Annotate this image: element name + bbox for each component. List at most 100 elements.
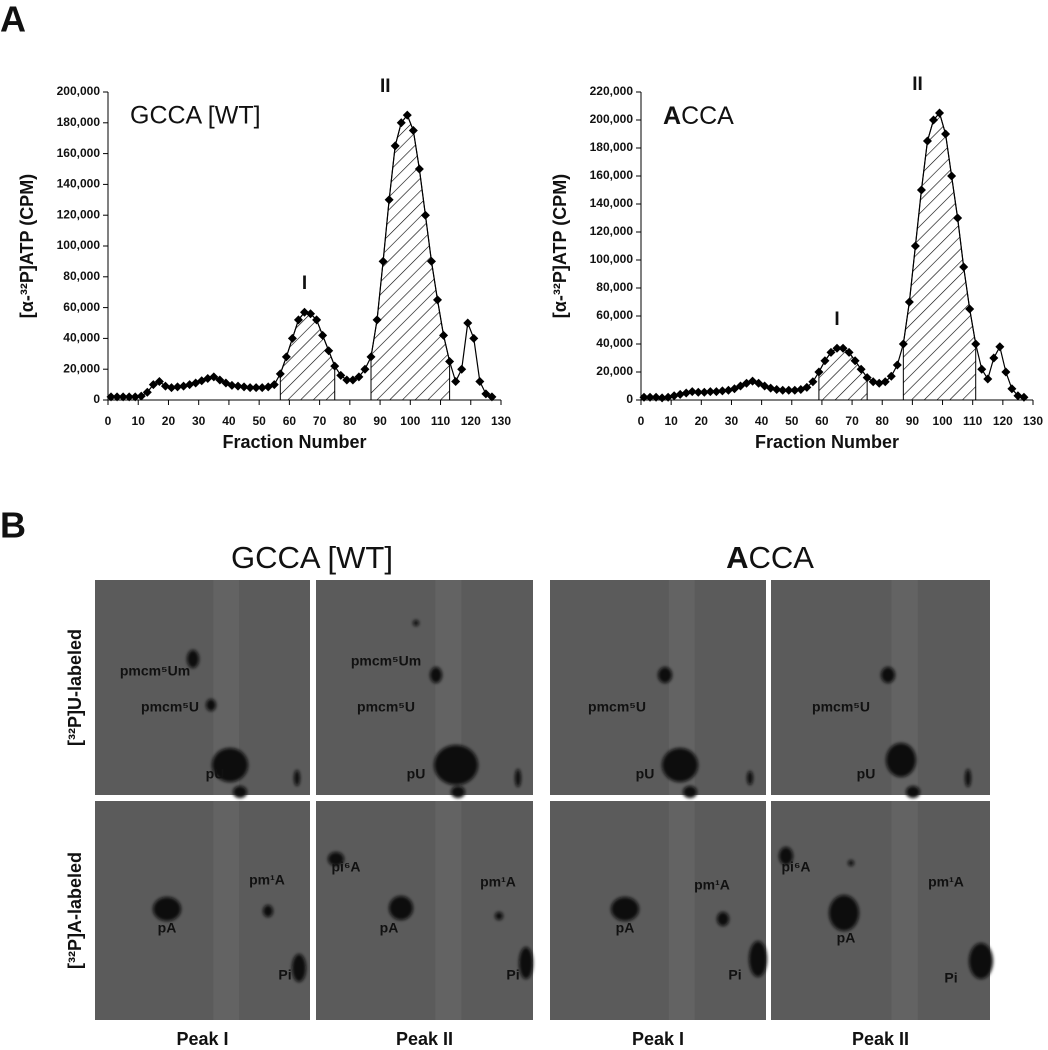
data-point [112,392,122,402]
column-label: Peak II [396,1029,453,1049]
spot-label: pmcm⁵U [588,699,646,715]
gel-spot [206,699,216,711]
data-point [203,373,213,383]
gel-background [550,801,766,1020]
data-point [766,383,776,393]
data-point [330,361,340,371]
peak-label: II [380,76,391,97]
shaded-region [818,347,868,401]
data-point [408,126,418,135]
data-point [995,342,1005,352]
spot-label: Pi [278,967,291,983]
spot-label: pA [158,920,177,936]
row-label: [³²P]A-labeled [65,852,85,969]
gel-background [316,580,533,795]
data-point [723,385,733,395]
gel-image: pmcm⁵Umpmcm⁵UpUpΨPi [95,580,310,827]
data-point [681,388,691,398]
data-point [245,383,255,393]
gel-image: pA pm¹A Pi [550,801,767,1020]
spot-label: Pi [944,970,957,986]
x-tick-label: 50 [252,414,266,428]
data-point [705,387,715,397]
data-point [856,364,866,374]
data-point [312,315,322,325]
gel-background [771,580,990,795]
data-point [862,373,872,383]
gel-spot [515,769,521,787]
data-point [983,374,993,384]
data-point [469,333,479,343]
gel-spot [881,667,895,683]
x-tick-label: 90 [906,414,920,428]
peak-label: I [302,273,307,294]
x-tick-label: 0 [638,414,645,428]
data-point [910,241,920,251]
data-point [251,383,261,393]
data-point [880,377,890,387]
x-tick-label: 60 [815,414,829,428]
x-tick-label: 130 [491,414,511,428]
data-point [257,383,267,393]
gel-spot [430,667,442,683]
gel-spot [848,860,854,866]
data-point [154,377,164,387]
data-point [402,110,412,120]
data-point [439,330,449,340]
spot-label: pi⁶A [782,859,811,875]
x-tick-label: 120 [461,414,481,428]
spot-label: Pi [728,967,741,983]
data-point [324,346,334,356]
y-tick-label: 80,000 [596,280,633,294]
x-tick-label: 130 [1023,414,1043,428]
gel-spot [829,895,859,931]
data-point [772,385,782,394]
spot-label: pA [616,920,635,936]
gel-spot [451,786,465,798]
data-point [971,339,981,349]
x-tick-label: 30 [192,414,206,428]
gel-spot [658,667,672,683]
data-point [160,381,170,391]
gel-streak [668,801,695,1020]
x-tick-label: 40 [755,414,769,428]
data-point [711,387,721,397]
gel-spot [749,941,767,977]
data-point [959,262,969,272]
data-point [808,377,818,387]
gel-spot [779,847,793,865]
gel-image: pA pm¹A Pi [95,801,310,1020]
y-tick-label: 20,000 [63,361,100,375]
y-tick-label: 180,000 [590,140,634,154]
gel-spot [717,912,729,926]
gel-background [95,801,310,1020]
data-point [850,356,860,366]
x-tick-label: 60 [283,414,297,428]
gel-spot [519,947,533,979]
x-tick-label: 110 [431,414,451,428]
data-point [384,195,394,205]
y-tick-label: 140,000 [57,177,101,191]
gel-background [550,580,766,795]
data-point [922,136,932,146]
data-point [445,357,455,366]
spot-label: pmcm⁵U [357,699,415,715]
data-point [826,347,836,357]
x-tick-label: 10 [664,414,678,428]
peak-label: II [912,74,923,95]
data-point [778,385,788,395]
data-point [366,352,376,362]
x-tick-label: 30 [725,414,739,428]
data-point [269,380,279,390]
data-point [130,392,140,402]
data-point [989,353,999,363]
x-axis-title: Fraction Number [222,432,366,452]
data-point [675,389,685,399]
column-label: Peak II [852,1029,909,1049]
gel-spot [389,896,413,920]
data-point [463,318,473,328]
x-tick-label: 50 [785,414,799,428]
y-tick-label: 220,000 [590,84,634,98]
data-point [118,392,128,402]
